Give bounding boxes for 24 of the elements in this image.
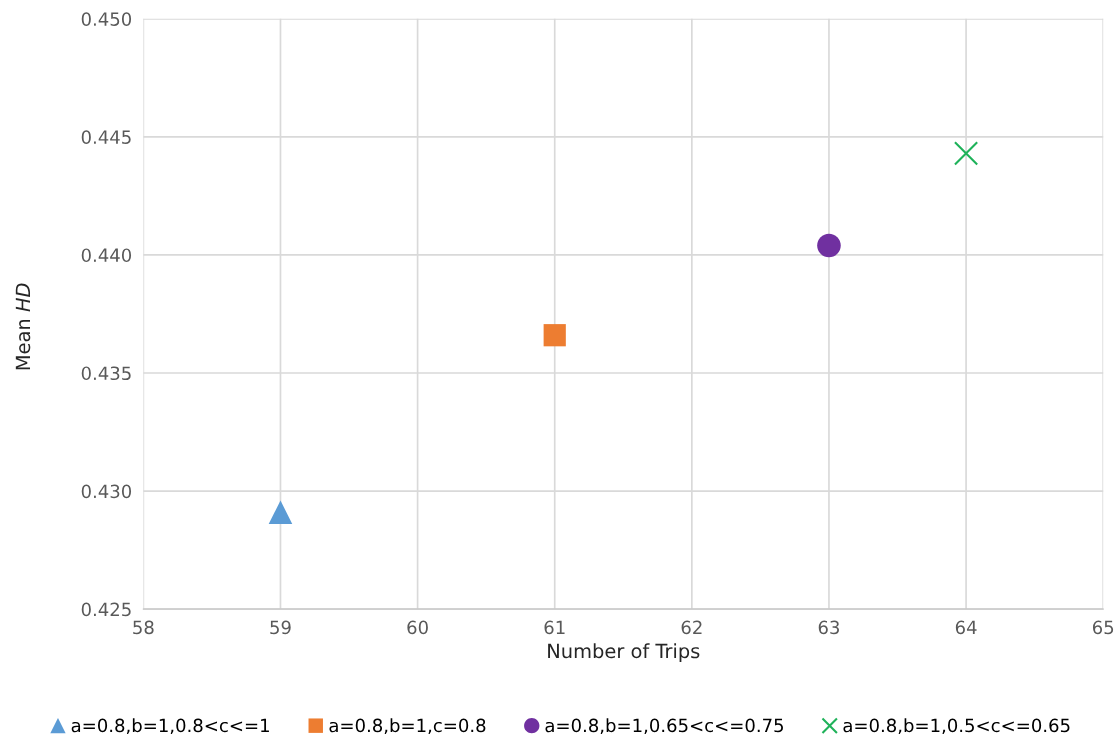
- x-tick-label: 62: [681, 620, 702, 635]
- point: [953, 141, 979, 166]
- y-tick-label: 0.425: [81, 602, 131, 617]
- y-tick-label: 0.450: [81, 12, 132, 26]
- legend-label: a=0.8,b=1,0.5<c<=0.65: [843, 718, 1070, 735]
- y-tick-label: 0.445: [81, 130, 131, 144]
- point: [543, 324, 566, 347]
- legend-label: a=0.8,b=1,0.65<c<=0.75: [545, 718, 783, 735]
- y-tick-label: 0.430: [81, 484, 132, 499]
- x-tick-label: 61: [544, 620, 565, 635]
- x-tick-label: 65: [1092, 620, 1114, 635]
- y-tick-label: 0.435: [81, 366, 131, 381]
- y-axis-title: Mean HD: [15, 283, 31, 370]
- x-tick-label: 63: [818, 620, 839, 635]
- x-tick-label: 59: [270, 620, 291, 635]
- x-tick-label: 58: [133, 620, 154, 635]
- x-tick-label: 64: [955, 620, 977, 635]
- legend-label: a=0.8,b=1,c=0.8: [329, 718, 486, 735]
- point: [817, 233, 841, 258]
- y-tick-label: 0.440: [81, 248, 132, 263]
- point: [268, 500, 293, 525]
- x-axis-title: Number of Trips: [548, 643, 700, 663]
- legend-label: a=0.8,b=1,0.8<c<=1: [71, 718, 269, 735]
- x-tick-label: 60: [407, 620, 428, 635]
